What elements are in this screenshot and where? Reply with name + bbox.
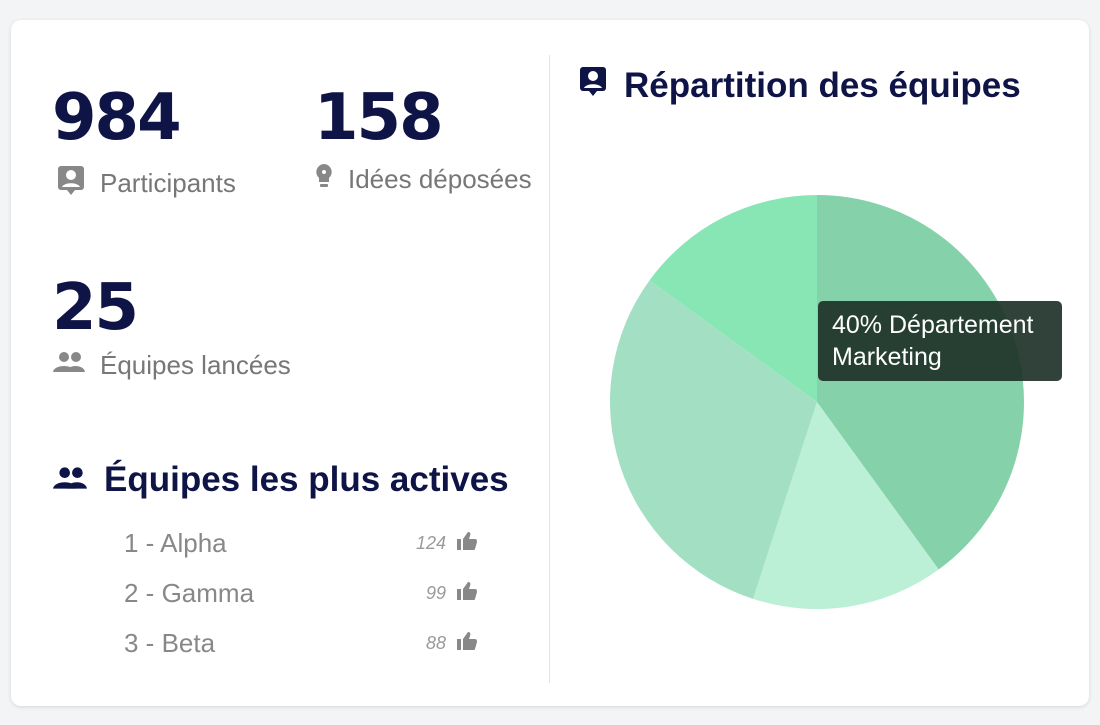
pie-slice[interactable] bbox=[753, 402, 939, 609]
active-teams-title: Équipes les plus actives bbox=[52, 460, 509, 500]
team-name: 1 - Alpha bbox=[124, 527, 227, 558]
stat-teams: 25 Équipes lancées bbox=[52, 276, 291, 381]
lightbulb-icon bbox=[314, 162, 348, 197]
distribution-title-text: Répartition des équipes bbox=[624, 65, 1021, 105]
thumb-up-icon[interactable] bbox=[456, 631, 478, 656]
thumb-up-icon[interactable] bbox=[456, 581, 478, 606]
pie-slice[interactable] bbox=[817, 195, 1024, 570]
active-teams-title-text: Équipes les plus actives bbox=[104, 460, 509, 499]
person-badge-icon bbox=[578, 64, 624, 107]
team-name: 2 - Gamma bbox=[124, 577, 255, 608]
thumb-up-icon[interactable] bbox=[456, 531, 478, 556]
list-item: 1 - Alpha 124 bbox=[124, 523, 478, 563]
stat-ideas: 158 Idées déposées bbox=[314, 86, 532, 197]
pie-slice[interactable] bbox=[649, 195, 817, 402]
list-item: 3 - Beta 88 bbox=[124, 623, 478, 663]
stat-participants-value: 984 bbox=[52, 81, 182, 155]
list-item: 2 - Gamma 99 bbox=[124, 573, 478, 613]
column-divider bbox=[549, 55, 550, 683]
stat-ideas-value: 158 bbox=[314, 81, 444, 155]
group-icon bbox=[52, 350, 100, 381]
pie-slice[interactable] bbox=[610, 280, 817, 599]
person-badge-icon bbox=[56, 164, 100, 203]
group-icon bbox=[52, 460, 104, 500]
pie-tooltip: 40% Département Marketing bbox=[818, 301, 1062, 381]
team-votes: 124 bbox=[415, 532, 446, 553]
stat-teams-value: 25 bbox=[52, 271, 139, 345]
stat-participants: 984 Participants bbox=[52, 86, 236, 203]
stat-participants-label: Participants bbox=[100, 168, 236, 198]
stat-teams-label: Équipes lancées bbox=[100, 350, 291, 380]
team-votes: 88 bbox=[425, 632, 446, 653]
team-votes: 99 bbox=[425, 582, 446, 603]
stat-ideas-label: Idées déposées bbox=[348, 164, 532, 194]
distribution-title: Répartition des équipes bbox=[578, 64, 1021, 107]
team-name: 3 - Beta bbox=[124, 627, 216, 658]
